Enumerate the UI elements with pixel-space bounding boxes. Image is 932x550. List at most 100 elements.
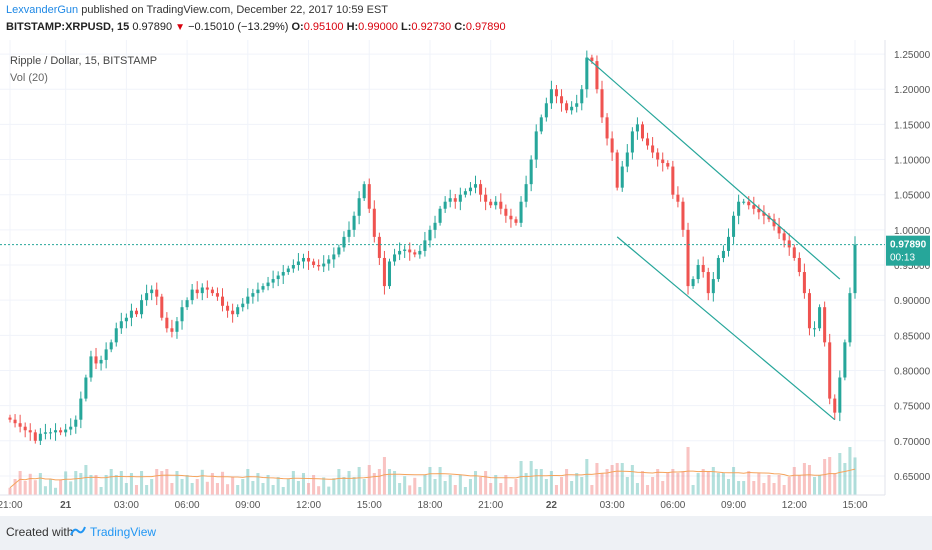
- candle-body: [43, 432, 47, 434]
- last-price: 0.97890: [132, 21, 173, 33]
- candle-body: [570, 106, 574, 111]
- candle-body: [241, 303, 245, 308]
- candle-body: [504, 208, 508, 216]
- candle-body: [89, 356, 93, 378]
- volume-bar: [666, 473, 670, 495]
- volume-bar: [79, 473, 83, 495]
- close-value: 0.97890: [465, 21, 506, 33]
- volume-bar: [676, 473, 680, 495]
- candle-body: [64, 429, 68, 433]
- volume-bar: [129, 473, 133, 495]
- volume-bar: [489, 483, 493, 495]
- candle-body: [8, 417, 12, 420]
- volume-bar: [352, 477, 356, 495]
- volume-bar: [104, 475, 108, 495]
- candle-body: [625, 152, 629, 167]
- candle-body: [160, 296, 164, 318]
- volume-bar: [190, 483, 194, 495]
- candle-body: [792, 247, 796, 258]
- volume-bar: [433, 479, 437, 495]
- last-price-badge: [886, 235, 930, 266]
- volume-bar: [575, 473, 579, 495]
- candle-body: [544, 103, 548, 118]
- candle-body: [458, 194, 462, 202]
- candle-body: [615, 152, 619, 188]
- symbol-info: BITSTAMP:XRPUSD, 15 0.97890 ▼ −0.15010 (…: [6, 21, 506, 33]
- volume-bar: [615, 463, 619, 495]
- candle-body: [312, 261, 316, 265]
- candle-body: [580, 89, 584, 104]
- candle-body: [185, 300, 189, 308]
- candle-body: [463, 191, 467, 195]
- volume-bar: [625, 477, 629, 495]
- candle-body: [246, 296, 250, 304]
- x-tick-label: 06:00: [175, 500, 200, 510]
- volume-bar: [347, 471, 351, 495]
- candle-body: [367, 184, 371, 209]
- volume-bar: [509, 487, 513, 495]
- candle-body: [453, 198, 457, 202]
- volume-bar: [23, 481, 27, 495]
- volume-bar: [281, 487, 285, 495]
- created-with-label: Created with: [6, 525, 74, 539]
- volume-bar: [8, 487, 12, 495]
- price-chart[interactable]: 1.25000 1.20000 1.15000 1.10000 1.05000 1.000…: [0, 40, 932, 510]
- volume-bar: [307, 483, 311, 495]
- volume-bar: [777, 475, 781, 495]
- volume-bar: [853, 457, 857, 495]
- candle-body: [489, 201, 493, 206]
- volume-bar: [372, 473, 376, 495]
- volume-bar: [716, 473, 720, 495]
- volume-bar: [843, 463, 847, 495]
- candle-body: [332, 254, 336, 260]
- volume-bar: [767, 475, 771, 495]
- candle-body: [317, 265, 321, 267]
- volume-bar: [524, 473, 528, 495]
- volume-bar: [752, 481, 756, 495]
- volume-bar: [337, 469, 341, 495]
- volume-bar: [276, 477, 280, 495]
- candle-body: [620, 166, 624, 188]
- volume-bar: [600, 473, 604, 495]
- candle-body: [848, 293, 852, 343]
- y-tick-label: 0.80000: [894, 366, 931, 377]
- volume-bar: [256, 473, 260, 495]
- price-change: −0.15010 (−13.29%): [188, 21, 289, 33]
- tradingview-brand[interactable]: TradingView: [90, 525, 157, 539]
- volume-bar: [241, 479, 245, 495]
- volume-bar: [635, 483, 639, 495]
- volume-bar: [504, 475, 508, 495]
- volume-bar: [408, 485, 412, 495]
- low-value: 0.92730: [411, 21, 452, 33]
- candle-body: [413, 252, 417, 255]
- volume-bar: [43, 486, 47, 495]
- candle-body: [155, 289, 159, 297]
- volume-bar: [312, 475, 316, 495]
- volume-bar: [387, 469, 392, 495]
- candle-body: [656, 152, 660, 160]
- candle-body: [534, 131, 538, 160]
- volume-bar: [818, 475, 822, 495]
- author-link[interactable]: LexvanderGun: [6, 4, 79, 16]
- open-value: 0.95100: [303, 21, 344, 33]
- volume-bar: [13, 479, 17, 495]
- volume-bar: [84, 465, 88, 495]
- volume-bar: [560, 477, 564, 495]
- y-tick-label: 1.10000: [894, 156, 931, 167]
- high-value: 0.99000: [358, 21, 398, 33]
- volume-bar: [554, 485, 558, 495]
- volume-bar: [266, 475, 270, 495]
- y-tick-label: 0.90000: [894, 296, 931, 307]
- volume-bar: [484, 471, 488, 495]
- volume-bar: [544, 479, 548, 495]
- volume-bar: [651, 477, 655, 495]
- candle-body: [423, 240, 427, 251]
- volume-bar: [28, 473, 32, 495]
- y-tick-label: 0.95000: [894, 261, 931, 272]
- volume-bar: [296, 481, 300, 495]
- candle-body: [307, 257, 311, 262]
- volume-bar: [802, 463, 806, 495]
- volume-bar: [479, 477, 483, 495]
- candle-body: [256, 289, 260, 294]
- volume-bar: [701, 469, 705, 495]
